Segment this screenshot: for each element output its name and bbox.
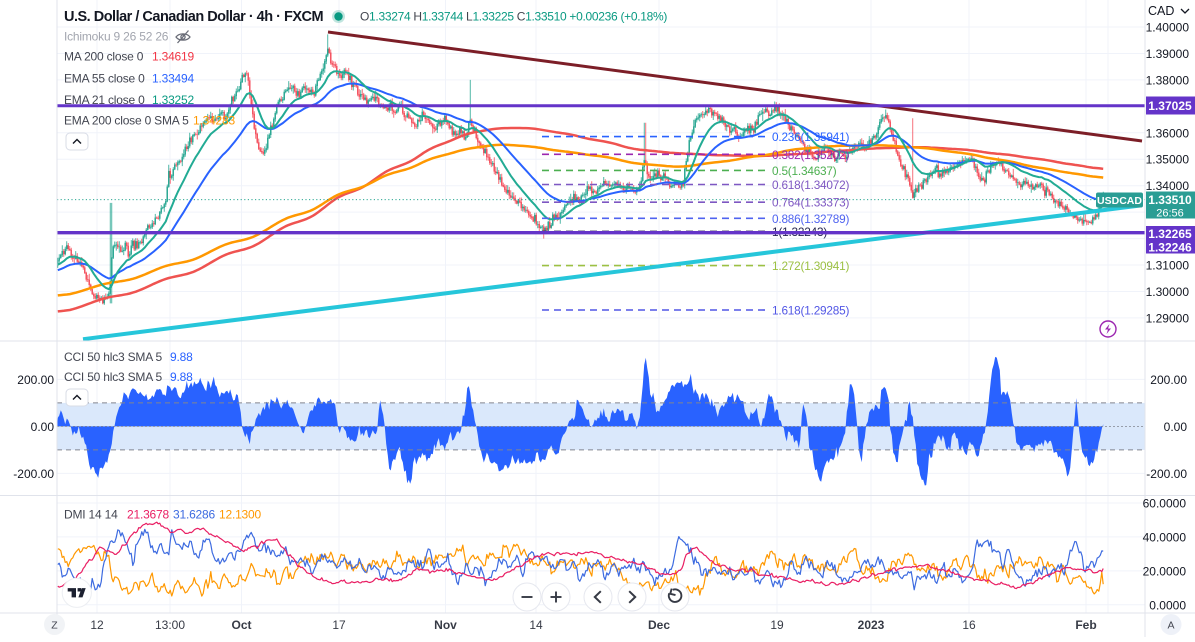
svg-text:1.33252: 1.33252 [152, 93, 195, 107]
svg-text:0.618(1.34072): 0.618(1.34072) [772, 178, 849, 192]
svg-text:12.1300: 12.1300 [219, 508, 262, 522]
svg-text:40.0000: 40.0000 [1143, 530, 1187, 544]
svg-text:31.6286: 31.6286 [173, 508, 216, 522]
svg-text:0.382(1.35202): 0.382(1.35202) [772, 148, 849, 162]
svg-text:1.35000: 1.35000 [1146, 153, 1190, 167]
svg-text:CCI 50 hlc3 SMA 5: CCI 50 hlc3 SMA 5 [64, 350, 163, 364]
svg-text:Z: Z [51, 620, 58, 632]
svg-text:1.37025: 1.37025 [1148, 99, 1192, 113]
svg-text:EMA 55 close 0: EMA 55 close 0 [64, 72, 145, 86]
svg-text:EMA 21 close 0: EMA 21 close 0 [64, 93, 145, 107]
svg-text:200.00: 200.00 [17, 373, 54, 387]
svg-text:1.30000: 1.30000 [1146, 285, 1190, 299]
svg-text:0.5(1.34637): 0.5(1.34637) [772, 164, 837, 178]
svg-text:1.39000: 1.39000 [1146, 47, 1190, 61]
svg-text:1.272(1.30941): 1.272(1.30941) [772, 259, 849, 273]
svg-text:0.0000: 0.0000 [1149, 598, 1186, 612]
svg-text:1.34283: 1.34283 [193, 114, 236, 128]
svg-text:0.886(1.32789): 0.886(1.32789) [772, 212, 849, 226]
svg-text:-200.00: -200.00 [1146, 467, 1187, 481]
svg-text:Feb: Feb [1075, 618, 1096, 632]
svg-text:1.33510: 1.33510 [1148, 193, 1192, 207]
svg-text:1.40000: 1.40000 [1146, 21, 1190, 35]
svg-text:EMA 200 close 0 SMA 5: EMA 200 close 0 SMA 5 [64, 114, 189, 128]
svg-text:1.31000: 1.31000 [1146, 259, 1190, 273]
svg-text:9.88: 9.88 [170, 350, 193, 364]
svg-text:0.764(1.33373): 0.764(1.33373) [772, 196, 849, 210]
svg-text:MA 200 close 0: MA 200 close 0 [64, 50, 144, 64]
svg-text:Nov: Nov [434, 618, 457, 632]
svg-text:U.S. Dollar / Canadian Dollar: U.S. Dollar / Canadian Dollar · 4h · FXC… [64, 9, 323, 25]
svg-text:1.38000: 1.38000 [1146, 73, 1190, 87]
svg-text:14: 14 [529, 618, 543, 632]
svg-text:0.00: 0.00 [31, 420, 55, 434]
svg-text:Oct: Oct [231, 618, 251, 632]
svg-text:1.33494: 1.33494 [152, 72, 195, 86]
svg-text:CAD: CAD [1148, 4, 1174, 18]
svg-text:0.236(1.35941): 0.236(1.35941) [772, 130, 849, 144]
svg-text:Dec: Dec [648, 618, 670, 632]
svg-text:60.0000: 60.0000 [1143, 497, 1187, 511]
svg-text:1.36000: 1.36000 [1146, 126, 1190, 140]
svg-text:1.32265: 1.32265 [1148, 227, 1192, 241]
svg-text:19: 19 [770, 618, 784, 632]
svg-text:CCI 50 hlc3 SMA 5: CCI 50 hlc3 SMA 5 [64, 370, 163, 384]
svg-text:DMI 14 14: DMI 14 14 [64, 508, 118, 522]
svg-text:20.0000: 20.0000 [1143, 564, 1187, 578]
svg-text:9.88: 9.88 [170, 370, 193, 384]
svg-text:Ichimoku 9 26 52 26: Ichimoku 9 26 52 26 [64, 30, 169, 44]
svg-text:1.29000: 1.29000 [1146, 311, 1190, 325]
svg-text:A: A [1167, 620, 1174, 632]
svg-text:0.00: 0.00 [1164, 420, 1188, 434]
svg-text:-200.00: -200.00 [13, 467, 54, 481]
svg-text:21.3678: 21.3678 [127, 508, 170, 522]
svg-text:USDCAD: USDCAD [1097, 195, 1142, 207]
svg-text:13:00: 13:00 [155, 618, 185, 632]
svg-text:2023: 2023 [858, 618, 885, 632]
svg-text:16: 16 [962, 618, 976, 632]
svg-text:26:56: 26:56 [1156, 208, 1184, 220]
svg-text:1.618(1.29285): 1.618(1.29285) [772, 304, 849, 318]
svg-text:12: 12 [90, 618, 104, 632]
svg-text:1.34619: 1.34619 [152, 50, 195, 64]
svg-text:O1.33274 H1.33744 L1.33225 C1.: O1.33274 H1.33744 L1.33225 C1.33510 +0.0… [360, 10, 667, 24]
svg-text:1.32246: 1.32246 [1148, 241, 1192, 255]
svg-text:1.34000: 1.34000 [1146, 179, 1190, 193]
svg-text:17: 17 [332, 618, 346, 632]
svg-text:200.00: 200.00 [1150, 373, 1187, 387]
